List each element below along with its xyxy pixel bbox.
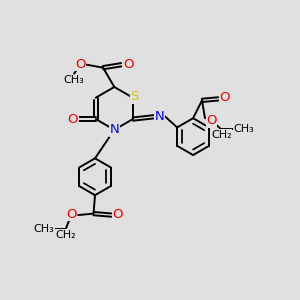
Text: N: N: [110, 123, 119, 136]
Text: CH₂: CH₂: [55, 230, 76, 240]
Text: CH₂: CH₂: [211, 130, 232, 140]
Text: O: O: [123, 58, 133, 70]
Text: O: O: [220, 92, 230, 104]
Text: O: O: [206, 114, 217, 127]
Text: CH₃: CH₃: [234, 124, 255, 134]
Text: CH₃: CH₃: [34, 224, 55, 234]
Text: O: O: [66, 208, 77, 221]
Text: O: O: [113, 208, 123, 221]
Text: O: O: [68, 112, 78, 126]
Text: N: N: [155, 110, 164, 123]
Text: S: S: [130, 90, 139, 103]
Text: CH₃: CH₃: [64, 75, 85, 85]
Text: O: O: [75, 58, 86, 70]
